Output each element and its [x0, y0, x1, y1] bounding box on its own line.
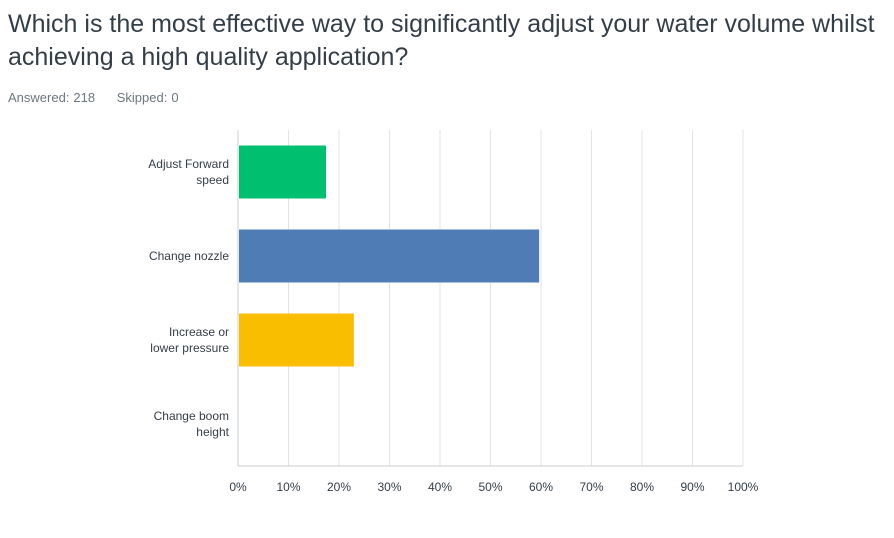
bar — [239, 229, 540, 283]
skipped-count: 0 — [171, 90, 179, 105]
x-tick-label: 70% — [579, 480, 603, 494]
x-tick-label: 40% — [428, 480, 452, 494]
x-tick-label: 50% — [478, 480, 502, 494]
category-label: lower pressure — [150, 341, 229, 355]
category-label: speed — [196, 173, 229, 187]
category-label: Increase or — [169, 325, 229, 339]
x-tick-label: 80% — [630, 480, 654, 494]
bar — [239, 145, 327, 199]
x-tick-label: 20% — [327, 480, 351, 494]
x-tick-label: 0% — [229, 480, 247, 494]
skipped-label: Skipped: — [116, 90, 168, 105]
question-title: Which is the most effective way to signi… — [8, 10, 875, 71]
x-tick-label: 60% — [529, 480, 553, 494]
category-label: Change boom — [154, 409, 229, 423]
x-tick-label: 100% — [728, 480, 759, 494]
category-label: height — [196, 425, 229, 439]
response-stats: Answered: 218 Skipped: 0 — [8, 90, 197, 105]
x-tick-label: 30% — [377, 480, 401, 494]
answered-label: Answered: — [8, 90, 70, 105]
answered-count: 218 — [73, 90, 96, 105]
category-label: Change nozzle — [149, 249, 229, 263]
x-tick-label: 10% — [276, 480, 300, 494]
x-tick-label: 90% — [680, 480, 704, 494]
bar — [239, 313, 354, 367]
category-label: Adjust Forward — [148, 157, 229, 171]
